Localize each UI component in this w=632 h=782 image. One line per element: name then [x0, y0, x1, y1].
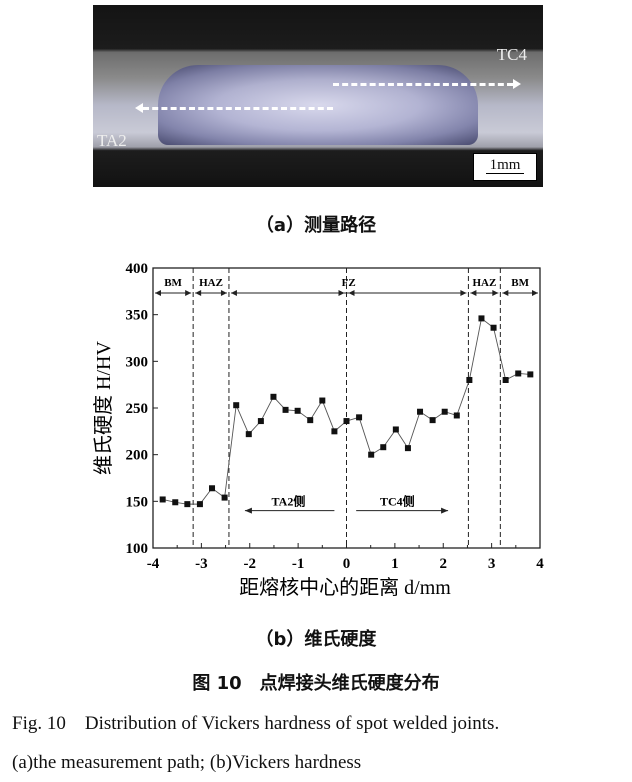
data-point	[307, 417, 314, 424]
data-point	[257, 418, 264, 425]
figure-caption-en: Fig. 10 Distribution of Vickers hardness…	[12, 713, 500, 734]
x-axis-label: 距熔核中心的距离 d/mm	[239, 576, 451, 599]
data-point	[331, 428, 338, 435]
arrowhead	[135, 103, 143, 113]
y-tick-label: 350	[126, 308, 149, 324]
x-tick-label: -4	[147, 556, 160, 572]
scale-bar: 1mm	[473, 153, 537, 181]
data-point	[270, 393, 277, 400]
data-point	[429, 417, 436, 424]
y-tick-label: 200	[126, 448, 149, 464]
data-point	[245, 431, 252, 438]
x-tick-label: -1	[292, 556, 305, 572]
hardness-chart: -4 -3 -2 -1 0 1 2 3 4 100 150 200 250 300 350 400 距熔核中心的…	[92, 261, 544, 599]
caption-b: （b）维氏硬度	[255, 629, 377, 650]
data-point	[184, 501, 191, 508]
data-point	[368, 451, 375, 458]
x-tick-label: 1	[391, 556, 399, 572]
data-point	[515, 370, 522, 377]
arrowhead	[338, 290, 355, 296]
x-tick-label: 3	[488, 556, 496, 572]
x-tick-label: -2	[244, 556, 257, 572]
ta2-side-label: TA2侧	[272, 493, 306, 508]
data-point	[233, 402, 240, 409]
arrowhead	[244, 507, 252, 514]
weld-nugget	[158, 65, 478, 145]
y-tick-label: 250	[126, 401, 149, 417]
data-point	[319, 397, 326, 404]
tc4-side-label: TC4侧	[380, 493, 415, 508]
data-point	[172, 499, 179, 506]
data-point	[356, 414, 363, 421]
y-tick-label: 100	[126, 541, 149, 557]
weld-cross-section-photo: TC4 TA2 1mm	[93, 5, 543, 187]
figure-caption-en-sub: (a)the measurement path; (b)Vickers hard…	[12, 752, 362, 773]
y-tick-label: 300	[126, 354, 149, 370]
arrowhead	[470, 290, 499, 296]
data-point	[417, 408, 424, 415]
data-point	[380, 444, 387, 451]
data-point	[209, 485, 216, 492]
data-point	[159, 496, 166, 503]
data-point	[392, 426, 399, 433]
x-tick-label: -3	[195, 556, 208, 572]
data-point	[502, 377, 509, 383]
x-tick-label: 4	[536, 556, 544, 572]
ta2-label: TA2	[97, 131, 127, 150]
data-point	[453, 412, 460, 419]
scale-bar-label: 1mm	[485, 157, 525, 174]
arrowhead	[513, 79, 521, 89]
figure-caption-cn: 图 10 点焊接头维氏硬度分布	[192, 673, 440, 694]
y-tick-label: 400	[126, 261, 149, 277]
tc4-label: TC4	[496, 45, 527, 64]
data-point	[466, 377, 473, 383]
arrowhead	[441, 507, 449, 514]
tc4-path-arrow	[333, 83, 513, 86]
zone-label: HAZ	[199, 277, 223, 289]
data-point	[282, 406, 289, 413]
zone-label: BM	[511, 277, 529, 289]
data-point	[294, 407, 301, 414]
data-point	[527, 371, 534, 378]
y-axis-label: 维氏硬度 H/HV	[92, 341, 115, 475]
ta2-path-arrow	[143, 107, 333, 110]
data-point	[490, 324, 497, 331]
zone-label: HAZ	[472, 277, 496, 289]
data-point	[221, 494, 228, 501]
data-point	[441, 408, 448, 415]
data-point	[196, 501, 203, 508]
x-tick-label: 2	[440, 556, 448, 572]
data-point	[404, 445, 411, 452]
zone-label: BM	[164, 277, 182, 289]
caption-a: （a）测量路径	[255, 215, 377, 236]
data-point	[343, 418, 350, 425]
data-point	[478, 315, 485, 322]
zone-label: FZ	[342, 277, 356, 289]
x-tick-label: 0	[343, 556, 351, 572]
y-tick-label: 150	[126, 494, 149, 510]
